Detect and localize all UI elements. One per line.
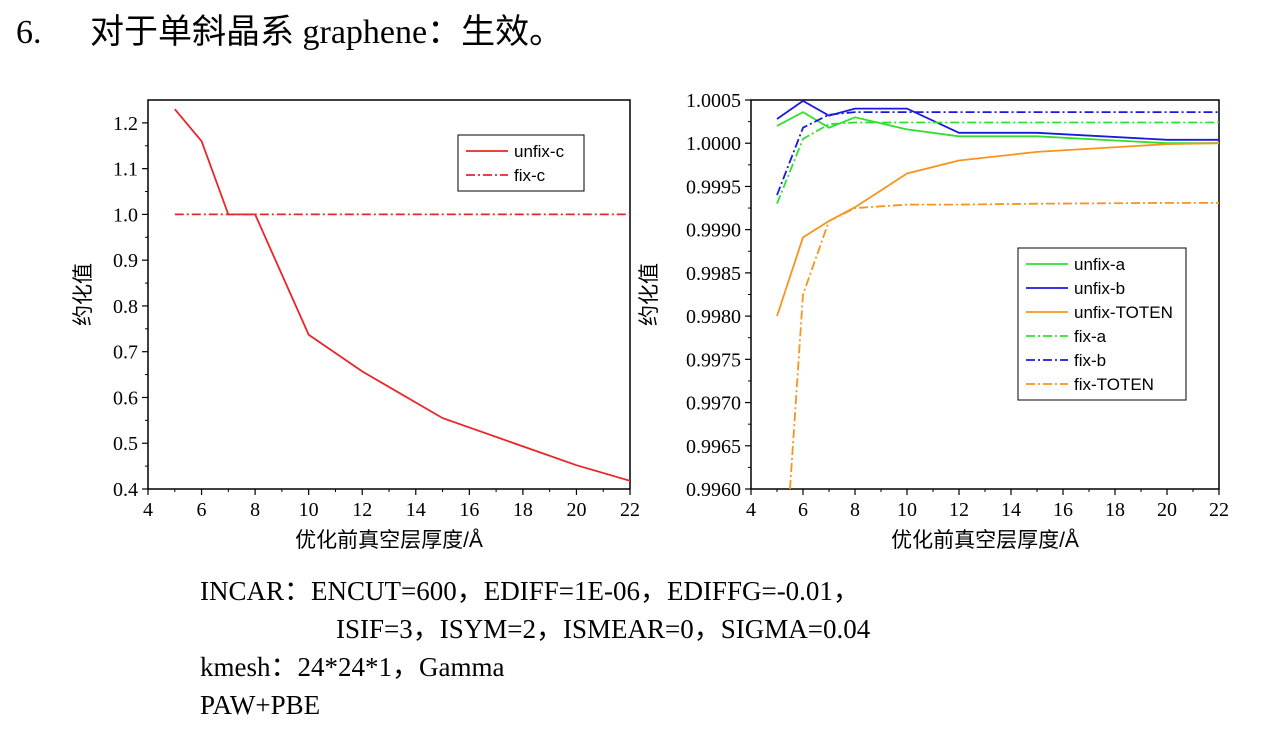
x-tick-label: 18 bbox=[1105, 499, 1125, 521]
y-tick-label: 1.0005 bbox=[686, 90, 741, 112]
x-tick-label: 22 bbox=[1209, 499, 1229, 521]
x-tick-label: 12 bbox=[949, 499, 969, 521]
x-tick-label: 16 bbox=[1053, 499, 1073, 521]
x-axis-label: 优化前真空层厚度/Å bbox=[891, 529, 1079, 552]
heading-number: 6. bbox=[16, 14, 42, 51]
x-tick-label: 22 bbox=[620, 499, 640, 521]
y-tick-label: 1.0 bbox=[113, 204, 138, 226]
y-axis-label: 约化值 bbox=[638, 263, 661, 326]
y-tick-label: 0.9970 bbox=[686, 393, 741, 415]
chart-left: 4 6 8 10 12 14 16 18 20 22 0.4 0.5 0.6 0.7 0.8 0.9 1.0 1.… bbox=[72, 99, 640, 552]
legend-label-fix-a: fix-a bbox=[1074, 327, 1107, 346]
legend-label-fix-toten: fix-TOTEN bbox=[1074, 375, 1154, 394]
legend-label-fix-c: fix-c bbox=[514, 166, 546, 185]
legend-label-unfix-b: unfix-b bbox=[1074, 279, 1125, 298]
y-tick-label: 1.2 bbox=[113, 113, 138, 135]
x-tick-label: 6 bbox=[197, 499, 207, 521]
legend-box bbox=[457, 134, 585, 192]
x-tick-label: 4 bbox=[143, 499, 153, 521]
x-tick-label: 10 bbox=[897, 499, 917, 521]
y-tick-label: 0.9995 bbox=[686, 176, 741, 198]
x-tick-label: 20 bbox=[566, 499, 586, 521]
y-tick-label: 0.9975 bbox=[686, 349, 741, 371]
y-tick-label: 0.8 bbox=[113, 296, 138, 318]
series-line-unfix-a bbox=[776, 111, 1219, 145]
y-tick-label: 0.6 bbox=[113, 387, 138, 409]
chart-right: 4 6 8 10 12 14 16 18 20 22 0.9960 0.9965 0.9970 0.997… bbox=[638, 90, 1229, 552]
x-tick-label: 20 bbox=[1157, 499, 1177, 521]
x-tick-label: 16 bbox=[459, 499, 479, 521]
x-tick-label: 8 bbox=[250, 499, 260, 521]
y-tick-label: 0.9 bbox=[113, 250, 138, 272]
kmesh-line: kmesh：24*24*1，Gamma bbox=[200, 652, 505, 682]
y-axis-label: 约化值 bbox=[72, 263, 95, 326]
x-tick-label: 10 bbox=[299, 499, 319, 521]
y-tick-label: 0.9990 bbox=[686, 220, 741, 242]
series-line-fix-a bbox=[776, 121, 1219, 205]
series-line-unfix-b bbox=[776, 100, 1219, 141]
series-line-unfix-c bbox=[174, 108, 630, 482]
y-tick-label: 0.7 bbox=[113, 342, 138, 364]
series-group bbox=[776, 100, 1219, 489]
calc-parameters: INCAR：ENCUT=600，EDIFF=1E-06，EDIFFG=-0.01… bbox=[200, 572, 870, 724]
incar-line-2: ISIF=3，ISYM=2，ISMEAR=0，SIGMA=0.04 bbox=[336, 614, 871, 644]
y-tick-label: 0.4 bbox=[113, 479, 138, 501]
x-tick-label: 6 bbox=[798, 499, 808, 521]
y-tick-label: 0.9985 bbox=[686, 263, 741, 285]
x-tick-label: 4 bbox=[746, 499, 756, 521]
legend-box bbox=[1017, 247, 1187, 401]
y-tick-label: 0.9960 bbox=[686, 479, 741, 501]
method-line: PAW+PBE bbox=[200, 690, 321, 720]
y-tick-label: 0.9965 bbox=[686, 436, 741, 458]
x-tick-label: 8 bbox=[850, 499, 860, 521]
x-tick-label: 14 bbox=[406, 499, 426, 521]
legend-label-unfix-a: unfix-a bbox=[1074, 255, 1126, 274]
y-tick-label: 0.9980 bbox=[686, 306, 741, 328]
incar-line-1: INCAR：ENCUT=600，EDIFF=1E-06，EDIFFG=-0.01… bbox=[200, 576, 860, 606]
legend-label-fix-b: fix-b bbox=[1074, 351, 1106, 370]
series-line-fix-b bbox=[776, 111, 1219, 196]
x-tick-label: 18 bbox=[513, 499, 533, 521]
legend-label-unfix-toten: unfix-TOTEN bbox=[1074, 303, 1173, 322]
legend-label-unfix-c: unfix-c bbox=[514, 142, 565, 161]
y-tick-label: 1.1 bbox=[113, 159, 138, 181]
slide-heading: 6. 对于单斜晶系 graphene：生效。 bbox=[16, 10, 563, 56]
series-line-unfix-toten bbox=[776, 142, 1219, 317]
heading-text: 对于单斜晶系 graphene：生效。 bbox=[90, 14, 564, 51]
x-axis-label: 优化前真空层厚度/Å bbox=[295, 529, 483, 552]
y-tick-label: 0.5 bbox=[113, 433, 138, 455]
y-tick-label: 1.0000 bbox=[686, 133, 741, 155]
x-tick-label: 14 bbox=[1001, 499, 1021, 521]
series-group bbox=[174, 108, 630, 482]
x-tick-label: 12 bbox=[352, 499, 372, 521]
